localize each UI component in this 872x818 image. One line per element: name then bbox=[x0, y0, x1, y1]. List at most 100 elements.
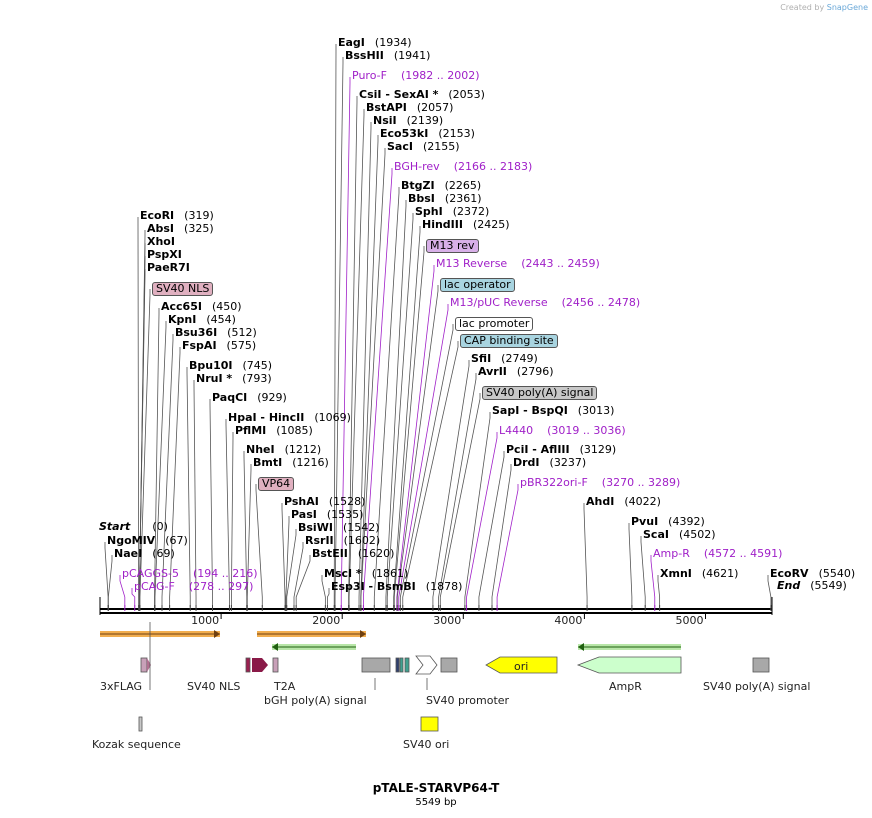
site-label-vp64: VP64 bbox=[258, 477, 295, 491]
site-label-eagi: EagI (1934) bbox=[338, 36, 412, 49]
leader-line bbox=[386, 213, 414, 607]
feature-bgh-polya: bGH poly(A) signal bbox=[264, 694, 367, 707]
site-label-sapi-bspqi: SapI - BspQI (3013) bbox=[492, 404, 615, 417]
tick-label: 2000 bbox=[312, 614, 341, 627]
leader-line bbox=[225, 419, 230, 607]
site-label-bsshii: BssHII (1941) bbox=[345, 49, 431, 62]
leader-line bbox=[119, 575, 126, 607]
site-label-csii-sexai: CsiI - SexAI * (2053) bbox=[359, 88, 485, 101]
site-label-m13-reverse: M13 Reverse (2443 .. 2459) bbox=[436, 257, 600, 270]
shape-sv40-promoter bbox=[415, 655, 438, 675]
feature-sv40-polya: SV40 poly(A) signal bbox=[703, 680, 811, 693]
end-label: End (5549) bbox=[777, 579, 847, 592]
shape-sv40nls bbox=[252, 658, 268, 672]
site-label-sphi: SphI (2372) bbox=[415, 205, 490, 218]
leader-line bbox=[246, 464, 252, 607]
site-label-m13-rev: M13 rev bbox=[426, 239, 479, 253]
credit: Created by SnapGene bbox=[780, 3, 868, 12]
leader-line bbox=[137, 217, 140, 607]
site-label-pasi: PasI (1535) bbox=[291, 508, 364, 521]
leader-line bbox=[466, 432, 498, 607]
leader-line bbox=[767, 575, 772, 607]
tick-label: 5000 bbox=[675, 614, 704, 627]
leader-line bbox=[478, 451, 505, 607]
leader-line bbox=[327, 588, 330, 607]
leader-line bbox=[657, 575, 661, 607]
site-label-naei: NaeI (69) bbox=[114, 547, 175, 560]
shape-small-2 bbox=[399, 657, 404, 673]
orange-arrow-1-head bbox=[214, 630, 220, 638]
leader-line bbox=[193, 380, 197, 607]
site-label-bsiwi: BsiWI (1542) bbox=[298, 521, 380, 534]
site-label-pcaggs-5: pCAGGS-5 (194 .. 216) bbox=[122, 567, 258, 580]
leader-line bbox=[385, 200, 407, 607]
site-label-msci: MscI * (1861) bbox=[324, 567, 409, 580]
leader-line bbox=[154, 308, 160, 607]
site-label-hpai-hincii: HpaI - HincII (1069) bbox=[228, 411, 351, 424]
leader-line bbox=[295, 555, 311, 607]
site-label-bpu10i: Bpu10I (745) bbox=[189, 359, 273, 372]
site-label-esp3i-bsmbi: Esp3I - BsmBI (1878) bbox=[331, 580, 463, 593]
leader-line bbox=[334, 57, 344, 607]
leader-line bbox=[131, 588, 136, 607]
leader-line bbox=[402, 341, 459, 607]
leader-line bbox=[255, 484, 263, 607]
site-label-fspai: FspAI (575) bbox=[182, 339, 257, 352]
leader-line bbox=[496, 484, 519, 607]
site-label-bbsi: BbsI (2361) bbox=[408, 192, 482, 205]
site-label-sfii: SfiI (2749) bbox=[471, 352, 538, 365]
leader-line bbox=[438, 373, 477, 607]
leader-line bbox=[186, 367, 191, 607]
feature-sv40-ori: SV40 ori bbox=[403, 738, 450, 751]
leader-line bbox=[396, 265, 435, 607]
feature-ampr: AmpR bbox=[609, 680, 642, 693]
site-label-m13-puc-reverse: M13/pUC Reverse (2456 .. 2478) bbox=[450, 296, 641, 309]
site-label-pspxi: PspXI bbox=[147, 248, 182, 261]
site-label-puro-f: Puro-F (1982 .. 2002) bbox=[352, 69, 480, 82]
site-label-paqci: PaqCI (929) bbox=[212, 391, 287, 404]
site-label-cap-binding-site: CAP binding site bbox=[460, 334, 558, 348]
feature-ori: ori bbox=[514, 660, 529, 673]
site-label-ngomiv: NgoMIV (67) bbox=[107, 534, 188, 547]
leader-line bbox=[161, 334, 174, 607]
leader-line bbox=[360, 148, 386, 607]
tick-label: 1000 bbox=[191, 614, 220, 627]
site-label-nhei: NheI (1212) bbox=[246, 443, 322, 456]
site-label-saci: SacI (2155) bbox=[387, 140, 460, 153]
site-label-lac-operator: lac operator bbox=[440, 278, 515, 292]
leader-line bbox=[104, 542, 109, 607]
leader-line bbox=[209, 399, 213, 607]
site-label-ecori: EcoRI (319) bbox=[140, 209, 214, 222]
site-label-avrii: AvrII (2796) bbox=[478, 365, 554, 378]
leader-line bbox=[393, 226, 421, 607]
leader-line bbox=[169, 347, 181, 607]
site-label-pcag-f: pCAG-F (278 .. 297) bbox=[134, 580, 254, 593]
snapgene-logo: SnapGene bbox=[826, 3, 868, 12]
leader-line bbox=[285, 516, 290, 607]
site-label-lac-promoter: lac promoter bbox=[455, 317, 534, 331]
leader-line bbox=[393, 246, 425, 607]
shape-small-3 bbox=[404, 657, 410, 673]
leader-line bbox=[650, 555, 656, 607]
leader-line bbox=[348, 96, 358, 607]
site-label-kpni: KpnI (454) bbox=[168, 313, 236, 326]
site-label-amp-r: Amp-R (4572 .. 4591) bbox=[653, 547, 783, 560]
shape-ampr bbox=[576, 656, 682, 674]
site-label-pcii-afliii: PciI - AflIII (3129) bbox=[506, 443, 617, 456]
site-label-nsii: NsiI (2139) bbox=[373, 114, 444, 127]
feature-t2a: T2A bbox=[274, 680, 296, 693]
site-label-pshai: PshAI (1528) bbox=[284, 495, 366, 508]
green-arrow-1-head bbox=[272, 643, 278, 651]
feature-sv40-nls: SV40 NLS bbox=[187, 680, 241, 693]
orange-arrow-2-head bbox=[360, 630, 366, 638]
shape-kozak bbox=[138, 716, 143, 732]
site-label-bstapi: BstAPI (2057) bbox=[366, 101, 454, 114]
site-label-pflmi: PflMI (1085) bbox=[235, 424, 313, 437]
site-label-eco53ki: Eco53kI (2153) bbox=[380, 127, 475, 140]
leader-line bbox=[333, 44, 337, 607]
site-label-hindiii: HindIII (2425) bbox=[422, 218, 510, 231]
leader-line bbox=[321, 575, 326, 607]
leader-line bbox=[358, 122, 372, 607]
leader-line bbox=[491, 464, 512, 607]
start-label: Start (0) bbox=[99, 520, 168, 533]
